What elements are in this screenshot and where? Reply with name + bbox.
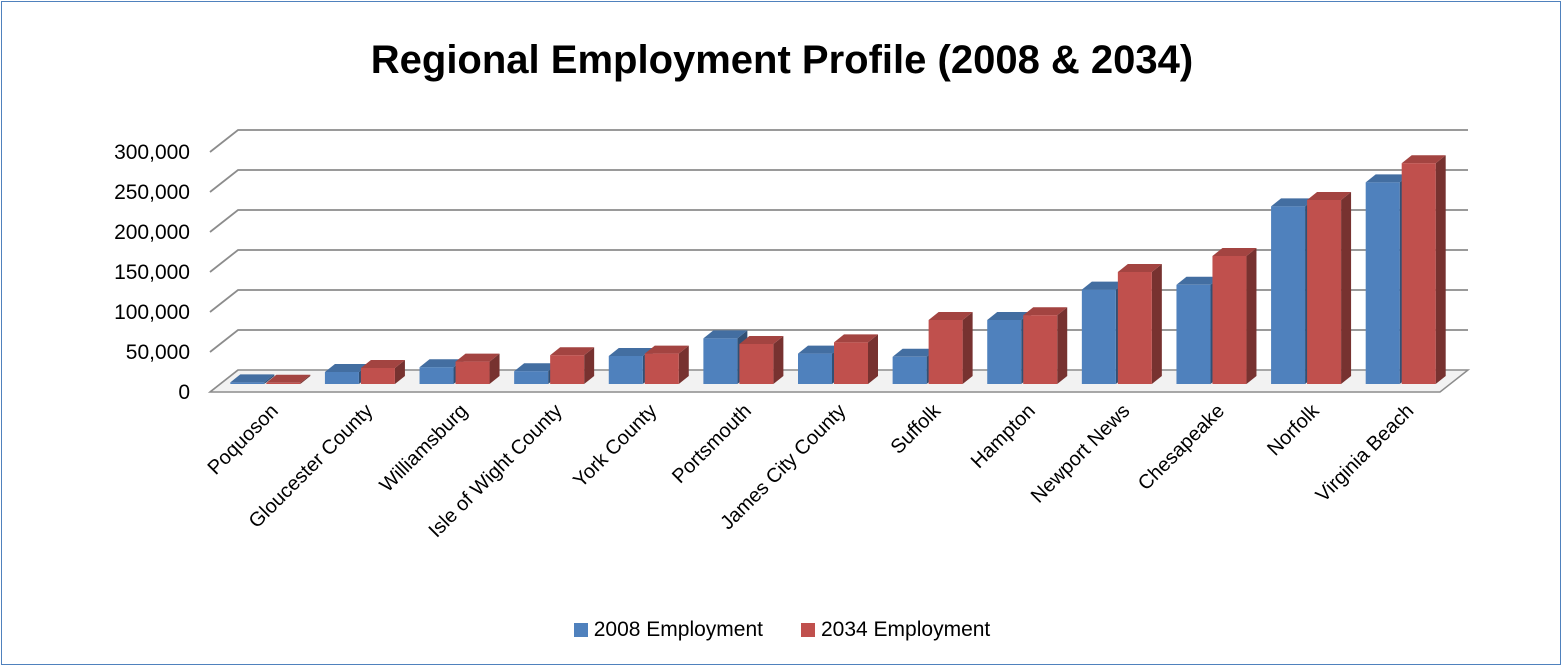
bar-top — [1117, 264, 1162, 272]
bar-side — [962, 312, 973, 384]
bar-top — [1307, 192, 1352, 200]
bar-side — [1057, 307, 1068, 384]
bar — [892, 356, 927, 384]
bar-side — [300, 374, 311, 384]
bar — [798, 353, 832, 384]
legend-swatch-2034 — [801, 623, 815, 637]
bar — [1271, 206, 1306, 384]
bar — [1023, 315, 1058, 384]
bar — [1117, 272, 1152, 384]
bar — [1081, 289, 1116, 384]
y-tick-label: 0 — [178, 381, 190, 404]
gridline — [209, 209, 1468, 233]
bar-top — [266, 374, 311, 383]
bar — [324, 372, 359, 384]
x-category-label: Suffolk — [887, 399, 946, 458]
bar — [1401, 163, 1436, 384]
bar-top — [798, 345, 842, 354]
legend-item-2034: 2034 Employment — [801, 618, 990, 642]
bar-top — [514, 363, 559, 372]
bar-top — [987, 312, 1032, 320]
bar-top — [928, 312, 973, 320]
bar — [1307, 200, 1342, 384]
bar — [455, 361, 490, 384]
bar-top — [892, 348, 937, 357]
y-tick-label: 150,000 — [114, 261, 190, 284]
bar — [1365, 182, 1400, 384]
bar-top — [644, 345, 689, 354]
bar-top — [324, 364, 369, 372]
bar — [1176, 284, 1211, 384]
x-category-label: Hampton — [967, 400, 1040, 473]
bar — [230, 382, 265, 384]
x-category-label: York County — [569, 400, 661, 492]
bar-top — [834, 334, 878, 343]
y-tick-label: 300,000 — [114, 141, 190, 164]
bar — [608, 356, 643, 384]
bar-top — [360, 360, 405, 368]
bar — [1212, 256, 1247, 384]
legend-label-2008: 2008 Employment — [593, 618, 763, 641]
bar-side — [1246, 248, 1257, 384]
x-category-label: Newport News — [1027, 400, 1135, 508]
bar-top — [1081, 281, 1126, 290]
y-tick-label: 100,000 — [114, 301, 190, 324]
x-category-label: Williamsburg — [376, 400, 472, 496]
x-category-label: Norfolk — [1263, 399, 1324, 460]
bar — [266, 382, 301, 384]
x-category-label: Chesapeake — [1134, 400, 1229, 495]
bar-top — [739, 336, 784, 344]
bar-top — [608, 348, 653, 356]
bar-top — [419, 359, 464, 368]
chart-title: Regional Employment Profile (2008 & 2034… — [370, 38, 1194, 82]
bar-side — [1435, 155, 1446, 384]
legend-label-2034: 2034 Employment — [821, 618, 991, 641]
bar-top — [1023, 307, 1068, 316]
bar — [928, 320, 963, 384]
bar-top — [550, 347, 595, 356]
bar — [987, 320, 1022, 384]
gridline — [209, 289, 1468, 313]
bar — [419, 367, 454, 384]
y-tick-label: 50,000 — [126, 341, 190, 364]
bar-side — [1341, 192, 1352, 384]
axis-wall-edge — [209, 369, 239, 393]
bar — [703, 338, 738, 384]
bar-top — [455, 353, 500, 362]
y-tick-label: 250,000 — [114, 181, 190, 204]
legend-item-2008: 2008 Employment — [573, 618, 763, 642]
bar-top — [230, 374, 275, 383]
legend-swatch-2008 — [573, 623, 588, 637]
bar-top — [1212, 248, 1257, 256]
gridline — [209, 249, 1468, 273]
bar-side — [264, 374, 275, 384]
bar — [739, 344, 774, 384]
bar-side — [489, 353, 500, 384]
bar-top — [1365, 174, 1410, 183]
bar-top — [1401, 155, 1446, 164]
bar-side — [584, 347, 595, 384]
bar — [514, 371, 549, 384]
x-category-label: Portsmouth — [668, 400, 756, 488]
bar-side — [1151, 264, 1162, 384]
bar-top — [1271, 198, 1316, 207]
bar-side — [678, 345, 689, 384]
x-category-label: Poquoson — [204, 400, 283, 479]
bar-side — [773, 336, 784, 384]
bar — [360, 368, 395, 384]
bar — [644, 353, 679, 384]
y-tick-label: 200,000 — [114, 221, 190, 244]
bar — [834, 342, 868, 384]
legend: 2008 Employment 2034 Employment — [0, 618, 1564, 642]
bar-side — [868, 334, 878, 384]
gridline — [209, 129, 1468, 153]
bar-top — [703, 330, 748, 339]
bar — [550, 355, 585, 384]
x-category-label: Virginia Beach — [1312, 400, 1418, 506]
bar-top — [1176, 276, 1221, 285]
gridline — [209, 169, 1468, 193]
